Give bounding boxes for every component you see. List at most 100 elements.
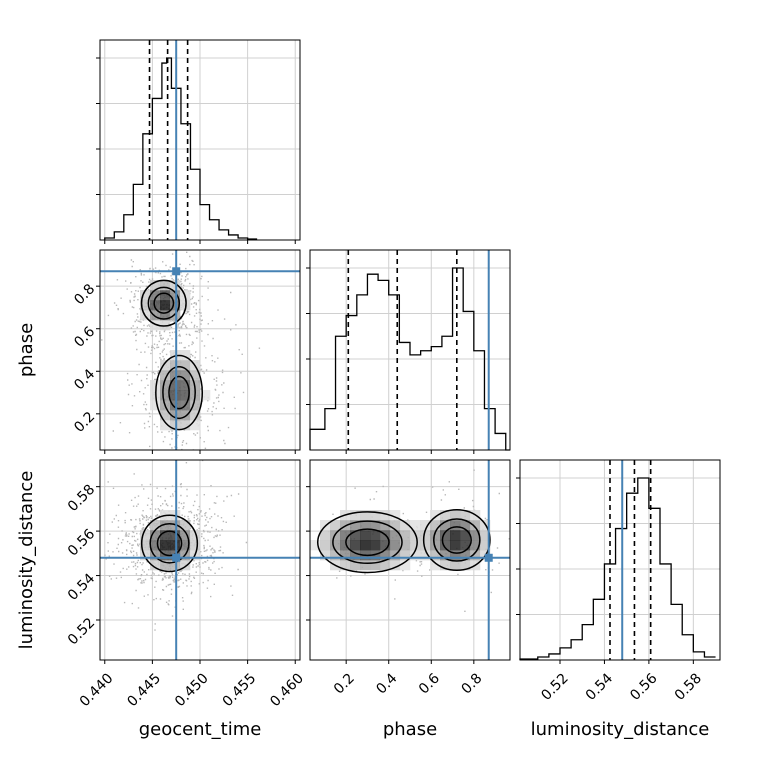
density-cell [450,510,461,521]
density-cell [440,520,451,531]
density-cell [380,510,391,521]
density-cell [190,410,201,421]
density-cell [160,370,171,381]
contour-line [149,523,190,564]
density-cell [360,560,371,571]
density-cell [480,540,491,551]
panel-frame-luminosity_distance_vs_phase [309,459,511,661]
density-cell [370,560,381,571]
density-cell [170,300,181,311]
density-cell [440,550,451,561]
density-cell [400,560,411,571]
density-cell [390,520,401,531]
density-cell [390,560,401,571]
density-cell [420,540,431,551]
frame-layer [96,39,721,664]
density-cell [190,420,201,431]
x-tick-label-geocent_time: 0.450 [172,670,212,710]
density-cell [180,560,191,571]
density-cell [390,530,401,541]
density-cell [370,510,381,521]
x-axis-label-geocent_time: geocent_time [139,719,262,740]
density-cell [170,350,181,361]
density-cell [170,380,181,391]
truth-marker [172,267,181,276]
density-cell [150,310,161,321]
density-cell [380,520,391,531]
panel-frame-geocent_time [99,39,301,241]
density-cell [470,520,481,531]
density-cell [410,550,421,561]
contour-line [168,375,190,410]
contour-line [140,514,199,573]
density-cell [450,560,461,571]
y-tick-label-luminosity_distance: 0.58 [65,482,98,515]
density-cell [170,540,181,551]
density-cell [150,300,161,311]
density-cell [340,530,351,541]
x-tick-label-geocent_time: 0.445 [124,670,164,710]
y-axis-label-luminosity_distance: luminosity_distance [16,471,37,650]
density-cell [460,510,471,521]
density-cell [450,520,461,531]
density-cell [430,520,441,531]
density-cell [160,320,171,331]
density-cell [150,290,161,301]
density-cell [180,530,191,541]
density-cell [340,550,351,561]
density-cell [150,530,161,541]
density-cell [440,540,451,551]
density-cell [170,420,181,431]
density-cell [170,310,181,321]
density-cell [170,370,181,381]
density-cell [160,530,171,541]
density-cell [190,400,201,411]
density-cell [160,410,171,421]
density-cell [140,530,151,541]
density-cell [360,510,371,521]
density-cell [190,530,201,541]
density-cell [180,380,191,391]
contour-line [332,520,403,565]
density-cell [200,390,211,401]
contour-line [345,528,390,557]
density-cell [350,510,361,521]
density-cell [470,550,481,561]
y-tick-label-luminosity_distance: 0.54 [65,570,98,603]
density-cell [180,410,191,421]
panel-frame-luminosity_distance_vs_geocent_time [99,459,301,661]
x-tick-label-phase: 0.4 [373,670,400,697]
histogram-phase [309,267,510,451]
x-tick-label-luminosity_distance: 0.58 [672,670,705,703]
density-cell [370,520,381,531]
density-cell [360,530,371,541]
scatter-points-luminosity_distance_vs_geocent_time [104,460,248,631]
density-cell [360,540,371,551]
y-tick-label-phase: 0.4 [71,366,98,393]
panel-frame-luminosity_distance [519,459,721,661]
density-cell [160,360,171,371]
density-cell [440,510,451,521]
density-cell [440,530,451,541]
density-cell [170,560,181,571]
density-cell [480,530,491,541]
density-cell [150,560,161,571]
density-cell [190,370,201,381]
density-cell [160,310,171,321]
density-cell [450,540,461,551]
density-cell [330,520,341,531]
x-tick-label-luminosity_distance: 0.52 [538,670,571,703]
density-cell [310,540,321,551]
density-cell [330,550,341,561]
contour-line [422,508,491,572]
density-cell [180,350,191,361]
density-cell [330,540,341,551]
density-cell [170,530,181,541]
density-cell [170,280,181,291]
truth-marker [172,553,181,562]
density-cell [320,550,331,561]
contour-line [153,292,175,314]
x-tick-label-geocent_time: 0.455 [220,670,260,710]
density-cell [320,540,331,551]
